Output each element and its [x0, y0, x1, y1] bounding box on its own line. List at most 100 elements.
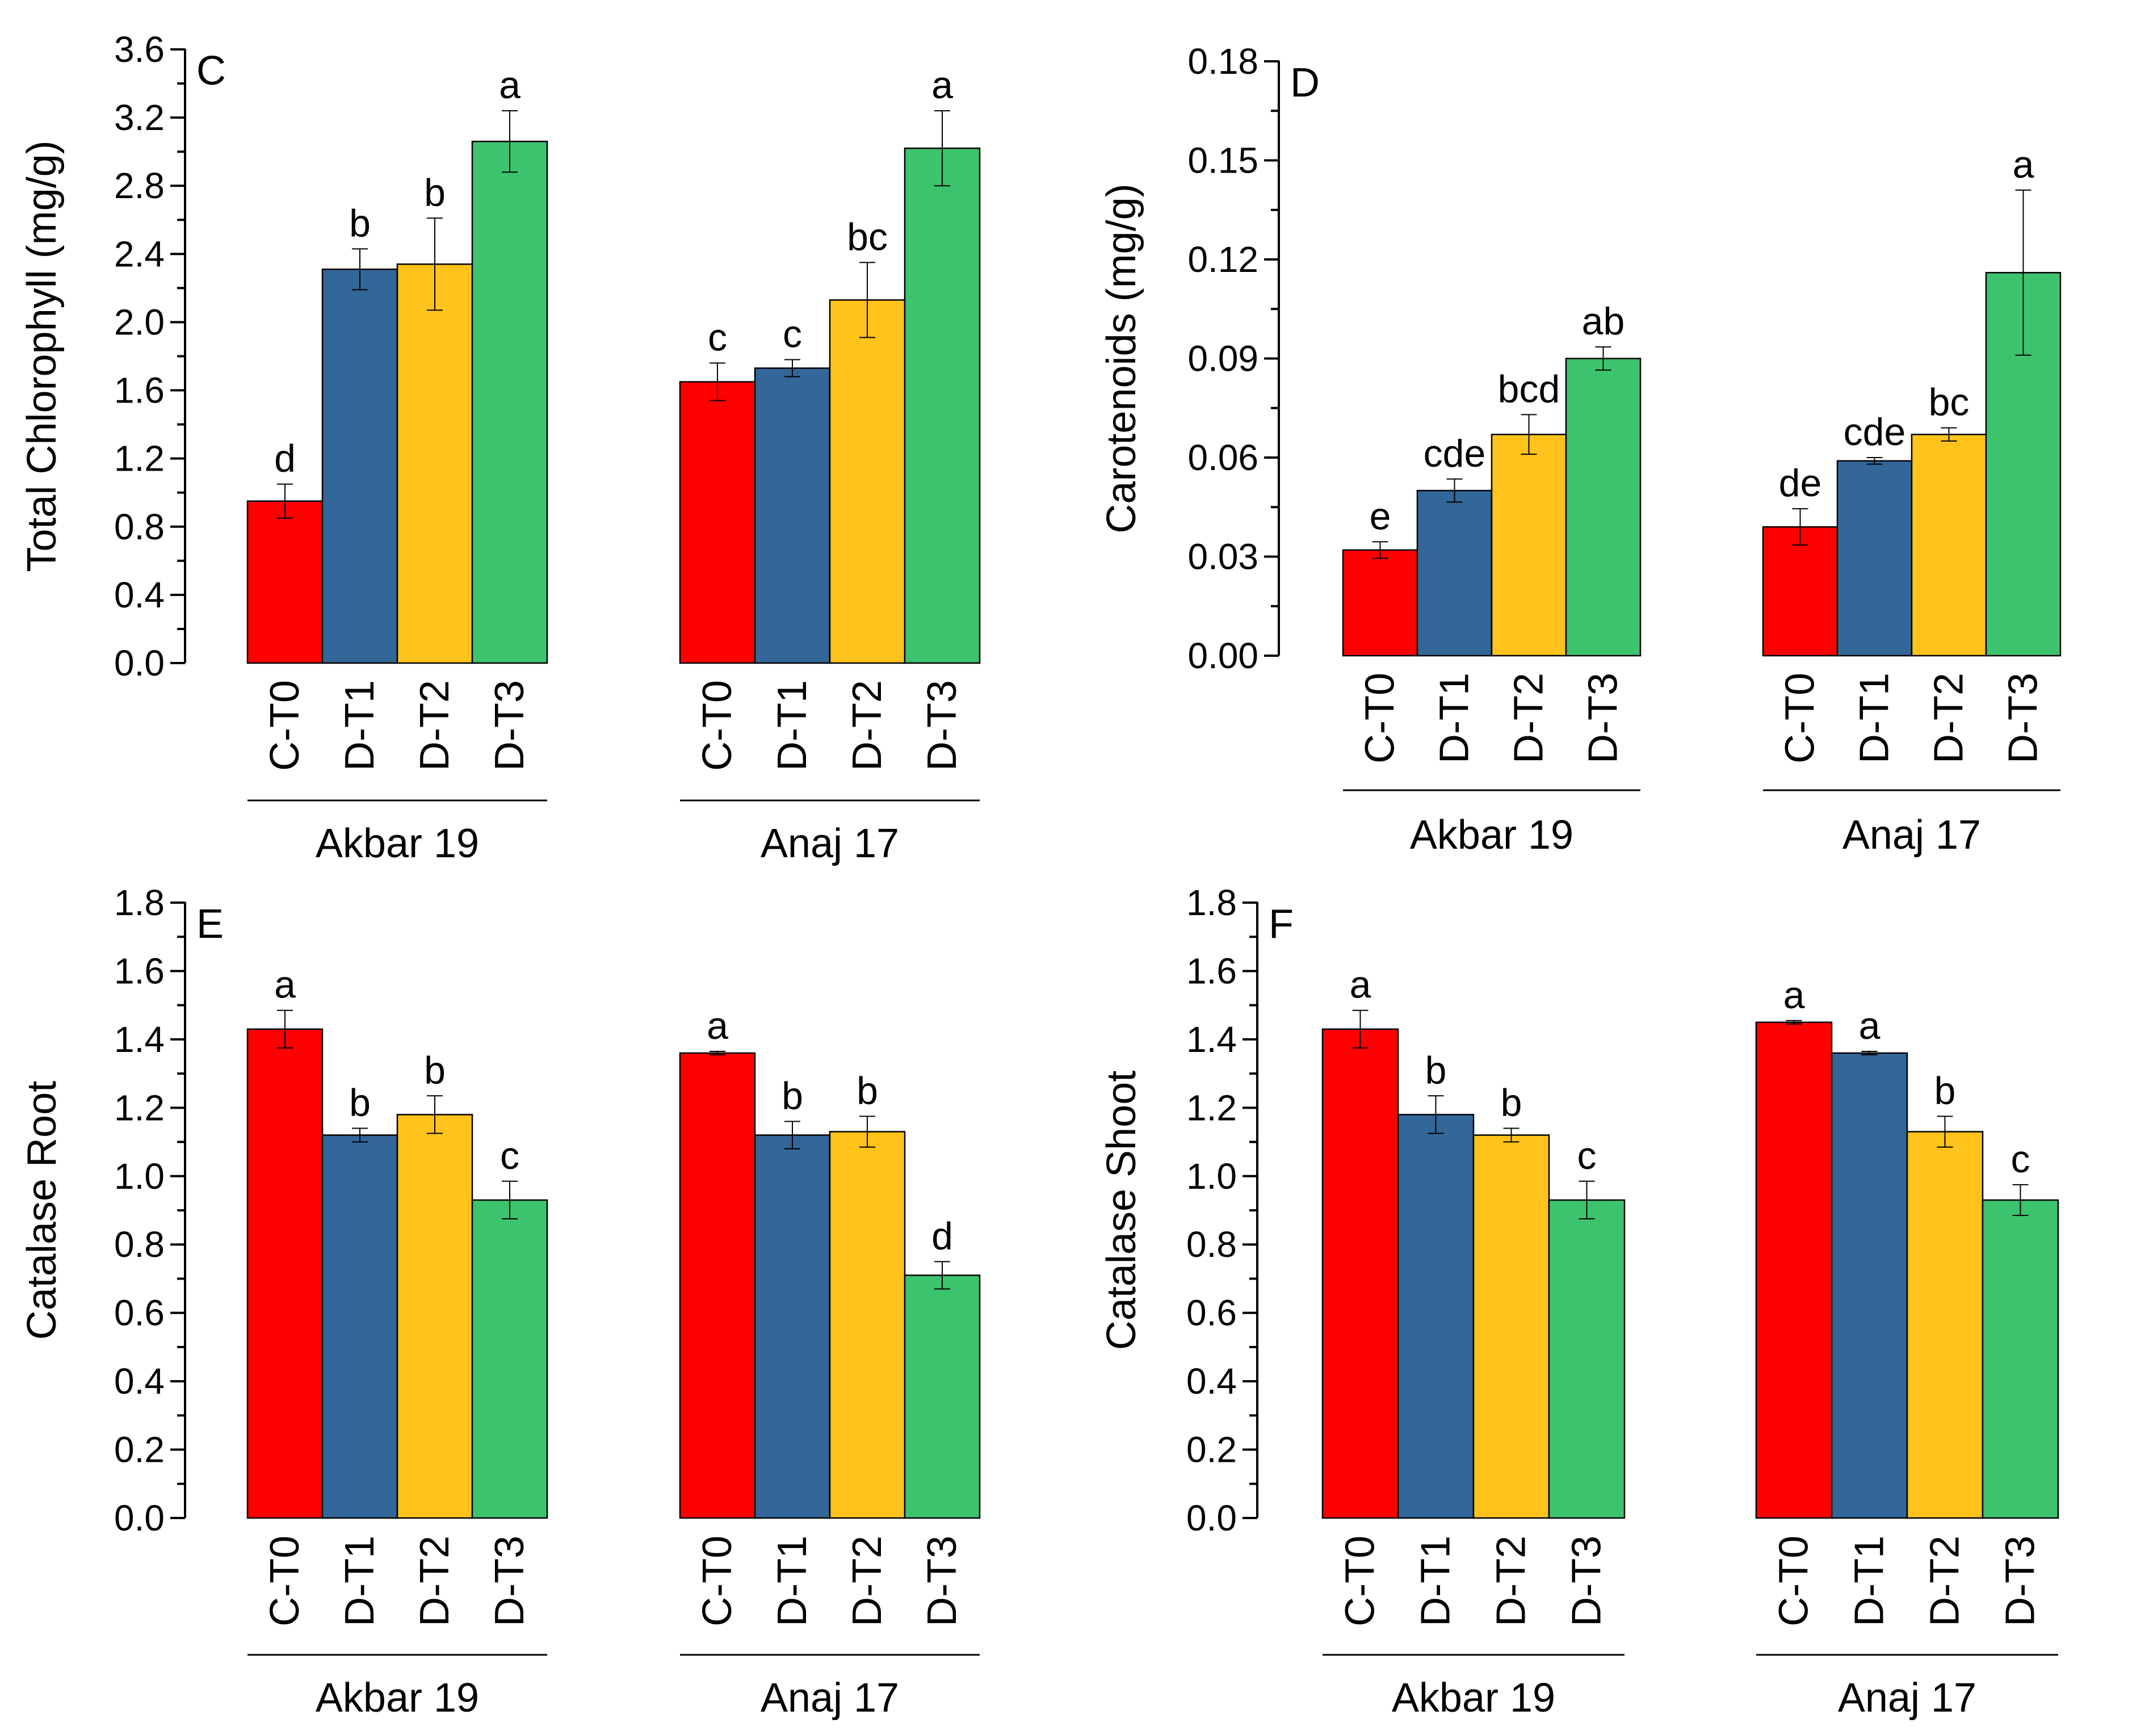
y-tick-label: 0.12 [1187, 239, 1258, 280]
significance-letter: b [1934, 1069, 1956, 1112]
group-label: Akbar 19 [1410, 812, 1573, 858]
significance-letter: bcd [1498, 367, 1560, 410]
bar-D-T1 [1416, 489, 1493, 657]
significance-letter: d [931, 1214, 953, 1257]
bar-C-T0 [1762, 526, 1838, 657]
significance-letter: a [2013, 143, 2034, 186]
y-tick-label: 0.8 [114, 506, 165, 547]
category-label: C-T0 [1778, 673, 1823, 764]
group-label: Anaj 17 [1838, 1675, 1976, 1721]
category-label: D-T2 [1489, 1536, 1534, 1626]
significance-letter: b [857, 1069, 878, 1112]
category-label: C-T0 [1358, 673, 1403, 764]
significance-letter: b [782, 1074, 803, 1117]
bar-D-T3 [904, 147, 981, 664]
y-tick-label: 0.03 [1187, 536, 1258, 577]
category-label: D-T2 [1926, 673, 1972, 764]
y-tick-label: 1.8 [1186, 882, 1237, 923]
bar-D-T2 [1911, 434, 1987, 657]
bar-D-T3 [1548, 1199, 1626, 1519]
category-label: D-T3 [920, 1536, 965, 1626]
y-axis-title: Catalase Shoot [1099, 1071, 1144, 1350]
significance-letter: cde [1424, 432, 1486, 475]
significance-letter: a [1350, 963, 1371, 1007]
bar-D-T2 [829, 1131, 906, 1519]
chart-panel-E: 0.0 0.2 0.4 0.6 0.8 1.0 1.2 1.4 1.6 1.8 Catalase R… [19, 882, 981, 1721]
significance-letter: b [1501, 1081, 1522, 1124]
y-tick-label: 0.4 [1186, 1361, 1237, 1402]
significance-letter: bc [847, 215, 888, 258]
bar-C-T0 [246, 1028, 324, 1519]
category-label: D-T1 [770, 1536, 815, 1626]
group-label: Akbar 19 [316, 821, 479, 866]
y-tick-label: 1.4 [1186, 1019, 1237, 1060]
category-label: D-T3 [1581, 673, 1626, 764]
y-tick-label: 0.0 [1186, 1498, 1237, 1538]
panel-letter: E [196, 901, 224, 947]
bar-C-T0 [1342, 549, 1418, 657]
bar-C-T0 [1755, 1021, 1833, 1519]
category-label: D-T3 [1564, 1536, 1610, 1626]
bar-D-T3 [1565, 358, 1642, 657]
category-label: C-T0 [1338, 1536, 1383, 1626]
bar-D-T3 [1982, 1199, 2059, 1519]
y-tick-label: 1.6 [114, 950, 165, 991]
bar-C-T0 [1321, 1028, 1399, 1519]
y-tick-label: 0.06 [1187, 437, 1258, 478]
category-label: C-T0 [262, 680, 308, 771]
group-label: Anaj 17 [1842, 812, 1981, 858]
significance-letter: c [1577, 1134, 1597, 1177]
panel-letter: F [1269, 901, 1294, 947]
category-label: D-T1 [337, 680, 383, 771]
y-tick-label: 1.2 [1186, 1087, 1237, 1128]
y-tick-label: 1.0 [1186, 1156, 1237, 1197]
y-tick-label: 0.8 [114, 1224, 165, 1265]
y-tick-label: 0.4 [114, 1361, 165, 1402]
significance-letter: a [274, 963, 296, 1007]
category-label: D-T2 [1922, 1536, 1968, 1626]
category-label: D-T1 [337, 1536, 383, 1626]
y-tick-label: 1.6 [1186, 950, 1237, 991]
category-label: D-T1 [770, 680, 815, 771]
significance-letter: c [500, 1134, 519, 1177]
y-tick-label: 2.0 [114, 301, 165, 342]
category-label: D-T3 [1998, 1536, 2043, 1626]
category-label: D-T2 [1506, 673, 1552, 764]
significance-letter: a [931, 64, 953, 107]
y-tick-label: 3.2 [114, 97, 165, 138]
bar-D-T3 [904, 1274, 981, 1519]
group-label: Anaj 17 [761, 821, 899, 866]
bar-D-T1 [321, 269, 398, 664]
y-tick-label: 0.6 [1186, 1293, 1237, 1334]
bar-D-T1 [754, 367, 831, 664]
category-label: C-T0 [695, 1536, 740, 1626]
category-label: D-T2 [845, 1536, 890, 1626]
bar-D-T1 [1831, 1052, 1908, 1519]
y-axis-title: Catalase Root [19, 1081, 65, 1340]
y-tick-label: 0.00 [1187, 635, 1258, 676]
category-label: D-T1 [1847, 1536, 1892, 1626]
y-tick-label: 1.4 [114, 1019, 165, 1060]
significance-letter: a [1783, 974, 1805, 1017]
category-label: D-T1 [1432, 673, 1477, 764]
significance-letter: b [349, 1081, 371, 1124]
y-tick-label: 1.2 [114, 1087, 165, 1128]
significance-letter: b [349, 202, 371, 245]
y-tick-label: 0.0 [114, 1498, 165, 1538]
significance-letter: b [1425, 1049, 1447, 1092]
y-tick-label: 0.18 [1187, 41, 1258, 82]
significance-letter: a [707, 1004, 728, 1047]
significance-letter: b [424, 1049, 446, 1092]
y-tick-label: 2.4 [114, 233, 165, 274]
panel-letter: D [1290, 60, 1320, 106]
category-label: C-T0 [1772, 1536, 1817, 1626]
bar-D-T2 [396, 263, 473, 664]
category-label: D-T3 [2001, 673, 2046, 764]
category-label: D-T3 [920, 680, 965, 771]
significance-letter: a [1859, 1004, 1880, 1047]
bar-D-T1 [321, 1134, 398, 1519]
significance-letter: bc [1929, 381, 1970, 424]
bar-D-T1 [754, 1134, 831, 1519]
bar-D-T2 [1472, 1134, 1550, 1519]
